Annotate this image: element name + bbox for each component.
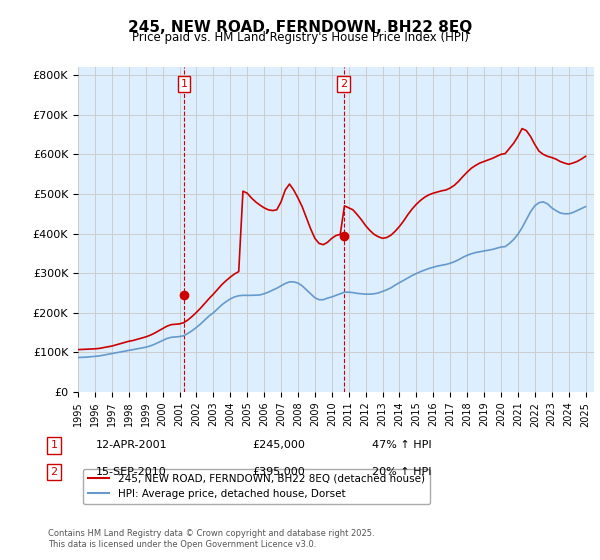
Text: 2: 2	[50, 467, 58, 477]
Text: 20% ↑ HPI: 20% ↑ HPI	[372, 467, 431, 477]
Text: £395,000: £395,000	[252, 467, 305, 477]
Text: 1: 1	[50, 440, 58, 450]
Text: 245, NEW ROAD, FERNDOWN, BH22 8EQ: 245, NEW ROAD, FERNDOWN, BH22 8EQ	[128, 20, 472, 35]
Text: 15-SEP-2010: 15-SEP-2010	[96, 467, 167, 477]
Text: Price paid vs. HM Land Registry's House Price Index (HPI): Price paid vs. HM Land Registry's House …	[131, 31, 469, 44]
Text: 1: 1	[181, 79, 188, 89]
Text: 47% ↑ HPI: 47% ↑ HPI	[372, 440, 431, 450]
Text: 2: 2	[340, 79, 347, 89]
Text: 12-APR-2001: 12-APR-2001	[96, 440, 167, 450]
Text: £245,000: £245,000	[252, 440, 305, 450]
Text: Contains HM Land Registry data © Crown copyright and database right 2025.
This d: Contains HM Land Registry data © Crown c…	[48, 529, 374, 549]
Legend: 245, NEW ROAD, FERNDOWN, BH22 8EQ (detached house), HPI: Average price, detached: 245, NEW ROAD, FERNDOWN, BH22 8EQ (detac…	[83, 469, 430, 505]
